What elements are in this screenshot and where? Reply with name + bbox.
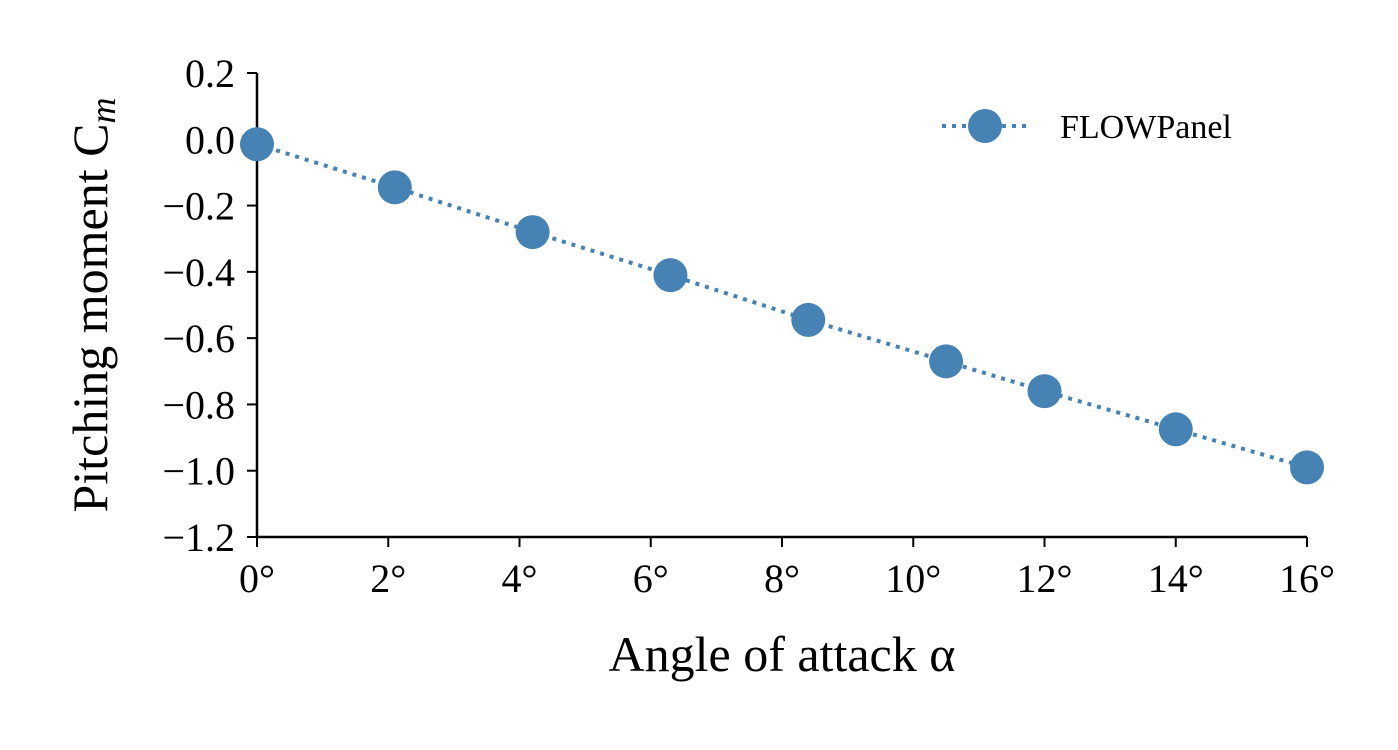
data-point: [1290, 450, 1324, 485]
legend-label: FLOWPanel: [1060, 109, 1232, 146]
y-axis-label: Pitching moment Cm: [62, 98, 123, 513]
y-tick-label: −0.8: [162, 382, 235, 427]
series-line: [256, 142, 1308, 470]
data-point: [515, 215, 550, 250]
data-point: [653, 258, 688, 293]
y-tick-label: 0.0: [185, 117, 235, 162]
y-axis-label-main: Pitching moment C: [62, 124, 118, 513]
data-point: [1158, 412, 1193, 447]
data-point: [791, 302, 826, 337]
x-tick-label: 12°: [1017, 556, 1073, 601]
x-tick-label: 6°: [633, 556, 669, 601]
data-point: [377, 170, 412, 205]
y-axis-label-subscript: m: [83, 98, 123, 124]
data-point: [240, 127, 274, 162]
data-point: [929, 344, 964, 379]
y-tick-label: 0.2: [185, 51, 235, 96]
x-axis-label: Angle of attack α: [609, 626, 956, 682]
series-group: [240, 127, 1324, 485]
y-ticks: 0.2 0.0 −0.2 −0.4 −0.6 −0.8 −1.0 −1.2: [162, 51, 257, 560]
x-tick-label: 2°: [370, 556, 406, 601]
y-tick-label: −1.2: [162, 515, 235, 560]
data-point: [1027, 374, 1062, 409]
y-tick-label: −0.2: [162, 184, 235, 229]
x-tick-label: 4°: [502, 556, 538, 601]
x-tick-label: 16°: [1279, 556, 1335, 601]
x-tick-label: 10°: [885, 556, 941, 601]
y-tick-label: −0.4: [162, 250, 235, 295]
x-ticks: 0° 2° 4° 6° 8° 10° 12° 14° 16°: [239, 537, 1335, 601]
legend-marker: [968, 109, 1002, 143]
x-tick-label: 8°: [764, 556, 800, 601]
y-tick-label: −0.6: [162, 316, 235, 361]
legend: FLOWPanel: [942, 109, 1232, 146]
x-tick-label: 0°: [239, 556, 275, 601]
y-tick-label: −1.0: [162, 449, 235, 494]
x-tick-label: 14°: [1148, 556, 1204, 601]
